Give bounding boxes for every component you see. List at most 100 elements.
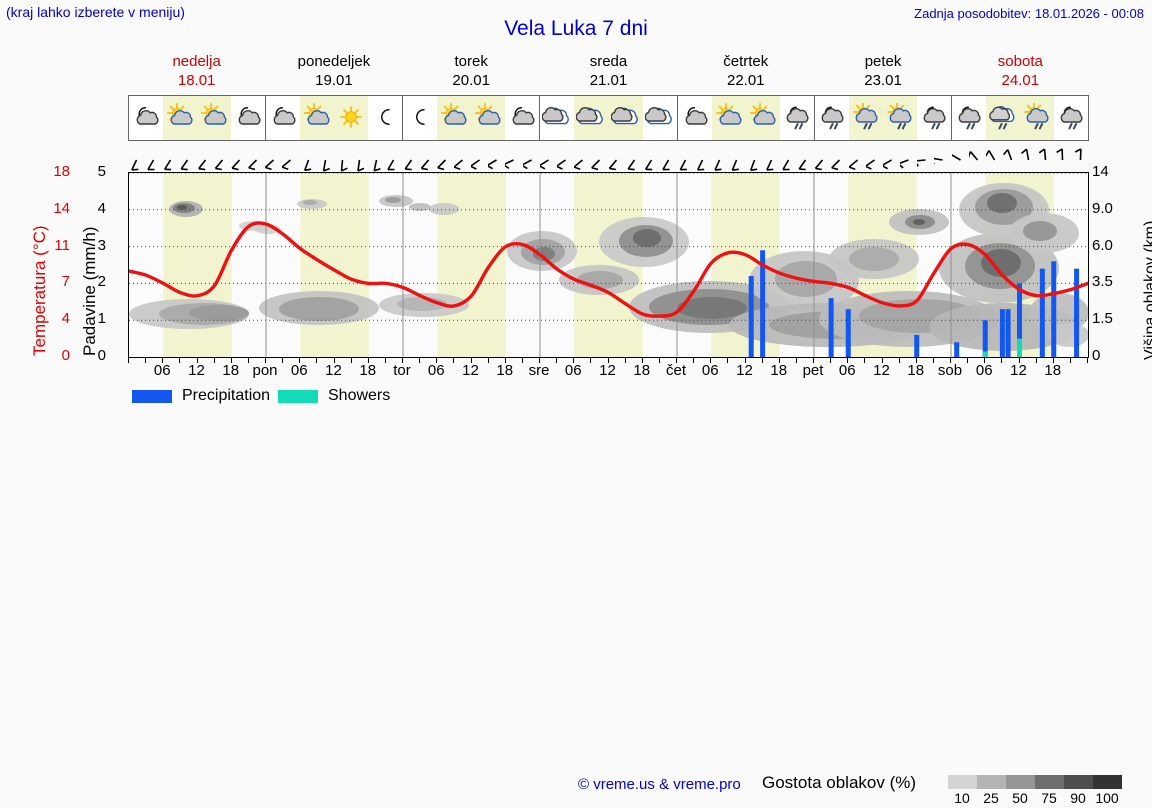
wind-barb	[608, 142, 625, 172]
moon-icon	[403, 96, 437, 140]
wind-barb	[660, 142, 677, 172]
prec-tick: 2	[82, 273, 106, 290]
plot-canvas: 6135114105116127117139	[129, 173, 1088, 357]
wind-barb	[214, 142, 231, 172]
cloud-density-swatch-50	[1006, 775, 1035, 789]
wind-barb	[403, 142, 420, 172]
x-axis-label: 18	[496, 362, 513, 379]
wind-barb	[197, 142, 214, 172]
showers-swatch	[278, 390, 318, 403]
cloud-icon	[608, 96, 642, 140]
x-axis-tick	[727, 358, 728, 363]
cloud-tick: 9.0	[1092, 200, 1132, 217]
cloud-density-swatch-75	[1035, 775, 1064, 789]
day-icons-1	[266, 96, 403, 140]
x-axis-tick	[899, 358, 900, 363]
wind-barb	[282, 142, 299, 172]
wind-barb	[831, 142, 848, 172]
cloud-rain-icon	[986, 96, 1020, 140]
wind-barb	[900, 142, 917, 172]
x-axis-label: 18	[1044, 362, 1061, 379]
sun-cloud-icon	[712, 96, 746, 140]
day-icons-3	[540, 96, 677, 140]
cloud-density-label: 100	[1095, 790, 1118, 806]
x-axis-tick	[145, 358, 146, 363]
temp-tick: 4	[30, 310, 70, 327]
credit-link[interactable]: © vreme.us & vreme.pro	[578, 776, 741, 793]
x-axis-tick	[1070, 358, 1071, 363]
sun-cloud-icon	[163, 96, 197, 140]
wind-barb	[574, 142, 591, 172]
day-date: 18.01	[128, 71, 265, 90]
wind-barb	[643, 142, 660, 172]
sun-cloud-rain-icon	[883, 96, 917, 140]
x-axis-label: 18	[633, 362, 650, 379]
precipitation-bar	[846, 309, 851, 357]
day-date: 20.01	[403, 71, 540, 90]
wind-barb	[883, 142, 900, 172]
wind-barb	[128, 142, 145, 172]
wind-barb	[334, 142, 351, 172]
x-axis-label: 18	[222, 362, 239, 379]
cloud-density-swatch-25	[977, 775, 1006, 789]
day-name: sreda	[540, 52, 677, 71]
meteogram-plot: 6135114105116127117139	[128, 172, 1089, 358]
x-axis-label: 06	[702, 362, 719, 379]
x-axis-tick	[1087, 358, 1088, 363]
x-axis-label: 12	[462, 362, 479, 379]
wind-barb	[969, 142, 986, 172]
cloud-tick: 14	[1092, 163, 1132, 180]
moon-cloud-rain-icon	[1054, 96, 1088, 140]
x-axis-tick	[419, 358, 420, 363]
sun-cloud-icon	[300, 96, 334, 140]
wind-barb	[505, 142, 522, 172]
x-axis-tick	[967, 358, 968, 363]
precipitation-bar	[829, 298, 834, 357]
wind-barb	[523, 142, 540, 172]
wind-barb	[917, 142, 934, 172]
showers-legend-label: Showers	[328, 387, 390, 405]
cloud-density-legend-title: Gostota oblakov (%)	[762, 773, 916, 793]
precipitation-bar	[1074, 269, 1079, 357]
moon-cloud-rain-icon	[780, 96, 814, 140]
moon-icon	[368, 96, 402, 140]
x-axis-tick	[214, 358, 215, 363]
cloud-tick: 0	[1092, 347, 1132, 364]
wind-barb	[1037, 142, 1054, 172]
x-axis-tick	[796, 358, 797, 363]
precipitation-bar	[1006, 309, 1011, 357]
sun-cloud-icon	[746, 96, 780, 140]
x-axis-tick	[351, 358, 352, 363]
cloud-tick: 1.5	[1092, 310, 1132, 327]
x-axis-tick	[179, 358, 180, 363]
wind-barb	[162, 142, 179, 172]
sun-cloud-icon	[197, 96, 231, 140]
x-axis-label: pon	[252, 362, 277, 379]
wind-barb	[934, 142, 951, 172]
day-date: 21.01	[540, 71, 677, 90]
day-date: 19.01	[265, 71, 402, 90]
x-axis-tick	[933, 358, 934, 363]
cloud-density-label: 10	[954, 790, 970, 806]
wind-barb	[351, 142, 368, 172]
wind-barb	[471, 142, 488, 172]
day-date: 22.01	[677, 71, 814, 90]
cloud-density-swatch-90	[1064, 775, 1093, 789]
precipitation-bar	[954, 342, 959, 357]
cloud-density-label: 75	[1041, 790, 1057, 806]
day-name: sobota	[952, 52, 1089, 71]
cloud-tick: 3.5	[1092, 273, 1132, 290]
day-name: četrtek	[677, 52, 814, 71]
x-axis-tick	[128, 358, 129, 363]
wind-barb	[317, 142, 334, 172]
x-axis-label: 18	[770, 362, 787, 379]
day-icons-5	[815, 96, 952, 140]
x-axis-tick	[590, 358, 591, 363]
wind-barb	[557, 142, 574, 172]
wind-barb	[385, 142, 402, 172]
x-axis-tick	[762, 358, 763, 363]
moon-cloud-rain-icon	[815, 96, 849, 140]
